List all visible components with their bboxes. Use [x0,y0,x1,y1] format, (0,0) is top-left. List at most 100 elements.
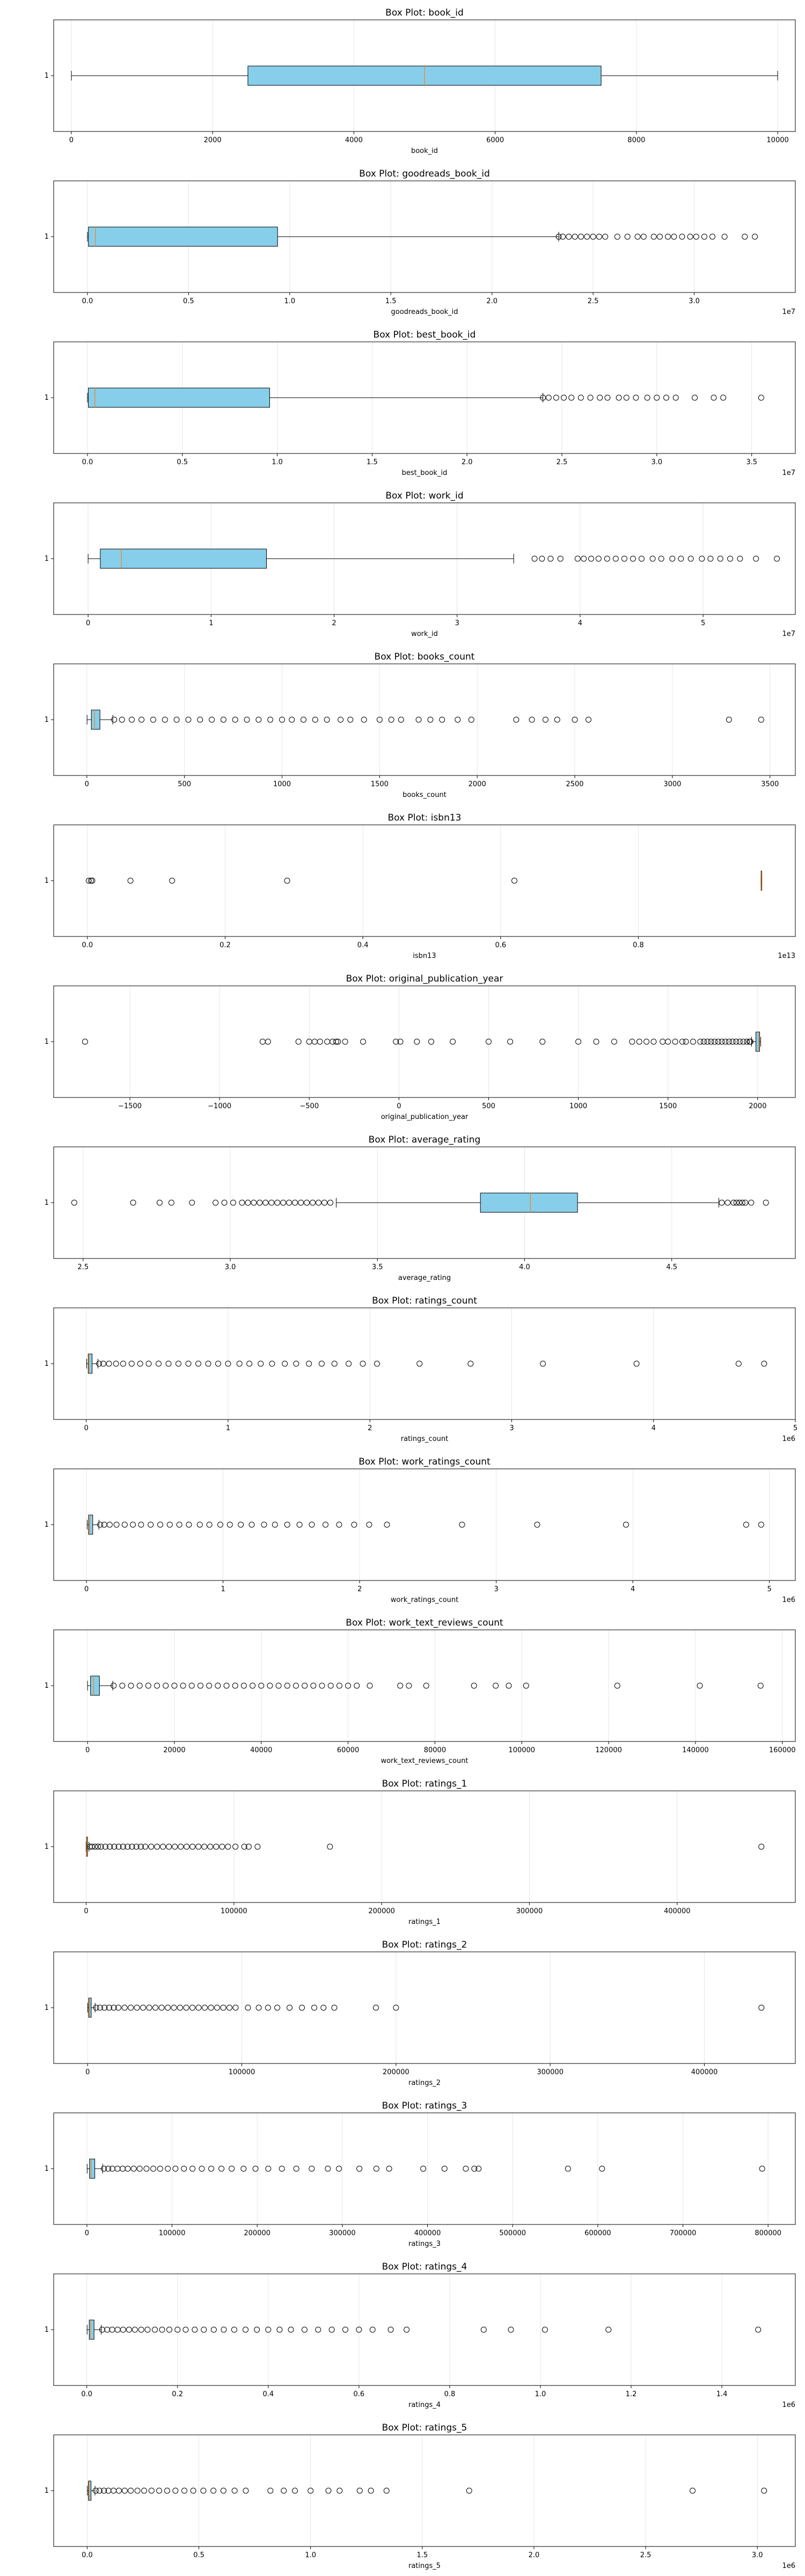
outlier-point [197,1682,203,1689]
x-tick-label: 1.5 [367,458,378,466]
outlier-point [545,394,552,401]
outlier-point [225,1360,231,1367]
x-tick-label: 100000 [221,1907,247,1915]
chart-title: Box Plot: books_count [375,652,475,662]
outlier-point [466,2487,472,2494]
x-tick-label: 3000 [663,780,681,788]
outlier-point [575,1038,582,1045]
outlier-point [374,1360,380,1367]
outlier-point [511,877,517,884]
x-tick-label: 40000 [250,1746,272,1754]
outlier-point [506,1682,512,1689]
outlier-point [720,394,727,401]
outlier-point [156,1199,163,1206]
outlier-point [763,1199,769,1206]
x-tick-label: 1000 [273,780,291,788]
outlier-point [295,1038,302,1045]
x-axis-label: isbn13 [413,952,436,960]
outlier-point [241,1843,247,1850]
outlier-point [633,394,639,401]
outlier-point [621,555,627,562]
x-offset-label: 1e13 [778,952,795,960]
outlier-point [630,555,636,562]
outlier-point [671,233,677,240]
outlier-point [156,2487,162,2494]
outlier-point [239,1199,245,1206]
x-tick-label: 1.0 [272,458,283,466]
outlier-point [360,1360,366,1367]
outlier-point [265,2326,272,2333]
outlier-point [229,2165,235,2172]
outlier-point [265,2004,271,2011]
outlier-point [106,1521,113,1528]
outlier-point [128,2004,134,2011]
y-tick-label: 1 [45,877,49,885]
outlier-point [196,1521,203,1528]
outlier-point [439,716,445,723]
outlier-point [697,1682,703,1689]
outlier-point [134,2004,140,2011]
outlier-point [312,716,318,723]
x-tick-label: 4 [578,619,582,627]
outlier-point [252,2165,259,2172]
chart-title: Box Plot: work_id [385,491,463,501]
x-axis-label: work_text_reviews_count [380,1757,468,1765]
outlier-point [127,877,134,884]
x-axis-label: work_id [411,630,438,638]
x-tick-label: 1 [209,619,213,627]
x-tick-label: 1.0 [305,2551,316,2559]
outlier-point [101,2487,107,2494]
outlier-point [175,1360,182,1367]
outlier-point [306,1360,312,1367]
outlier-point [327,1682,334,1689]
outlier-point [612,555,619,562]
outlier-point [199,2165,205,2172]
outlier-point [214,2004,221,2011]
box-plot-panel-12: Box Plot: ratings_1 0 100000 200000 300000 40… [45,1779,796,1926]
outlier-point [744,1038,750,1045]
outlier-point [200,2487,207,2494]
outlier-point [450,1038,456,1045]
x-tick-label: 0.8 [633,941,644,949]
outlier-point [244,716,250,723]
outlier-point [288,2326,294,2333]
y-tick-label: 1 [45,1682,49,1690]
chart-title: Box Plot: work_ratings_count [358,1457,491,1467]
x-tick-label: 3.0 [652,458,663,466]
x-axis-label: work_ratings_count [391,1596,458,1604]
outlier-point [605,2326,612,2333]
y-tick-label: 1 [45,1843,49,1851]
outlier-point [758,394,764,401]
outlier-point [279,716,286,723]
outlier-point [701,1038,707,1045]
outlier-point [574,555,581,562]
outlier-point [298,1199,304,1206]
outlier-point [420,2165,427,2172]
outlier-point [722,1038,729,1045]
outlier-point [707,555,714,562]
outlier-point [268,1199,275,1206]
outlier-point [138,2326,144,2333]
box-plot-panel-16: Box Plot: ratings_5 0.0 0.5 1.0 1.5 2.0 2.5 3.0… [45,2423,796,2570]
x-offset-label: 1e6 [782,2401,795,2409]
outlier-point [166,1843,172,1850]
outlier-point [96,2487,103,2494]
outlier-point [758,1521,764,1528]
outlier-point [753,555,759,562]
outlier-point [623,1521,629,1528]
outlier-point [304,1199,310,1206]
box-plot-panel-4: Box Plot: work_id 0 1 2 3 4 5 1 work_id 1e7 [45,491,796,638]
outlier-point [398,716,404,723]
outlier-point [126,2326,132,2333]
outlier-point [368,2487,374,2494]
outlier-point [774,555,780,562]
outlier-point [328,2326,335,2333]
outlier-point [384,1521,390,1528]
x-tick-label: 0 [84,1907,88,1915]
outlier-point [321,1199,328,1206]
outlier-point [727,555,734,562]
outlier-point [387,2326,394,2333]
outlier-point [633,1360,640,1367]
outlier-point [372,2004,379,2011]
outlier-point [195,1360,202,1367]
